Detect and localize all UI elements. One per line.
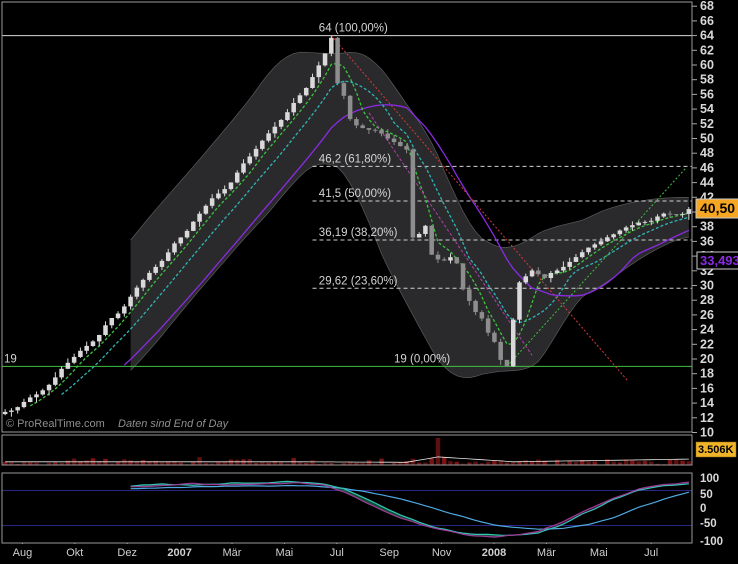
svg-text:-50: -50 — [700, 518, 717, 530]
svg-text:56: 56 — [700, 87, 714, 101]
svg-text:68: 68 — [700, 0, 714, 13]
svg-text:50: 50 — [700, 489, 713, 501]
svg-text:2008: 2008 — [482, 547, 506, 559]
svg-text:22: 22 — [700, 337, 714, 351]
svg-text:Mai: Mai — [590, 547, 608, 559]
svg-text:54: 54 — [700, 102, 714, 116]
svg-text:2007: 2007 — [167, 547, 191, 559]
svg-text:Mär: Mär — [537, 547, 556, 559]
svg-text:30: 30 — [700, 279, 714, 293]
svg-text:10: 10 — [700, 426, 714, 440]
svg-text:33,493: 33,493 — [700, 253, 738, 268]
svg-text:Mai: Mai — [276, 547, 294, 559]
svg-text:12: 12 — [700, 411, 714, 425]
svg-text:16: 16 — [700, 381, 714, 395]
svg-text:50: 50 — [700, 132, 714, 146]
svg-text:44: 44 — [700, 176, 714, 190]
svg-text:© ProRealTime.com: © ProRealTime.com — [6, 418, 105, 430]
svg-text:38: 38 — [700, 220, 714, 234]
svg-text:Nov: Nov — [432, 547, 452, 559]
svg-text:66: 66 — [700, 14, 714, 28]
svg-text:18: 18 — [700, 367, 714, 381]
svg-text:60: 60 — [700, 58, 714, 72]
svg-text:Sep: Sep — [379, 547, 399, 559]
svg-text:41,5 (50,00%): 41,5 (50,00%) — [319, 188, 391, 200]
svg-text:Daten sind End of Day: Daten sind End of Day — [118, 418, 230, 430]
svg-text:-100: -100 — [700, 536, 723, 548]
svg-text:40,50: 40,50 — [700, 200, 735, 216]
svg-text:48: 48 — [700, 146, 714, 160]
svg-text:29,62 (23,60%): 29,62 (23,60%) — [319, 275, 398, 287]
svg-text:28: 28 — [700, 293, 714, 307]
svg-text:36,19 (38,20%): 36,19 (38,20%) — [319, 227, 398, 239]
svg-text:46: 46 — [700, 161, 714, 175]
svg-text:Dez: Dez — [117, 547, 137, 559]
svg-text:62: 62 — [700, 43, 714, 57]
svg-text:19: 19 — [4, 353, 17, 365]
svg-text:Aug: Aug — [13, 547, 33, 559]
svg-text:Mär: Mär — [223, 547, 242, 559]
svg-text:24: 24 — [700, 323, 714, 337]
svg-text:Okt: Okt — [66, 547, 83, 559]
svg-text:26: 26 — [700, 308, 714, 322]
svg-text:19 (0,00%): 19 (0,00%) — [394, 353, 450, 365]
svg-text:14: 14 — [700, 396, 714, 410]
svg-text:64: 64 — [700, 29, 714, 43]
svg-text:0: 0 — [700, 503, 706, 515]
svg-text:3.506K: 3.506K — [698, 444, 734, 456]
svg-text:Jul: Jul — [330, 547, 344, 559]
svg-text:46,2 (61,80%): 46,2 (61,80%) — [319, 153, 391, 165]
svg-text:100: 100 — [700, 473, 719, 485]
svg-text:52: 52 — [700, 117, 714, 131]
svg-text:36: 36 — [700, 234, 714, 248]
svg-text:64 (100,00%): 64 (100,00%) — [319, 23, 388, 35]
svg-text:58: 58 — [700, 73, 714, 87]
svg-text:20: 20 — [700, 352, 714, 366]
svg-text:Jul: Jul — [644, 547, 658, 559]
